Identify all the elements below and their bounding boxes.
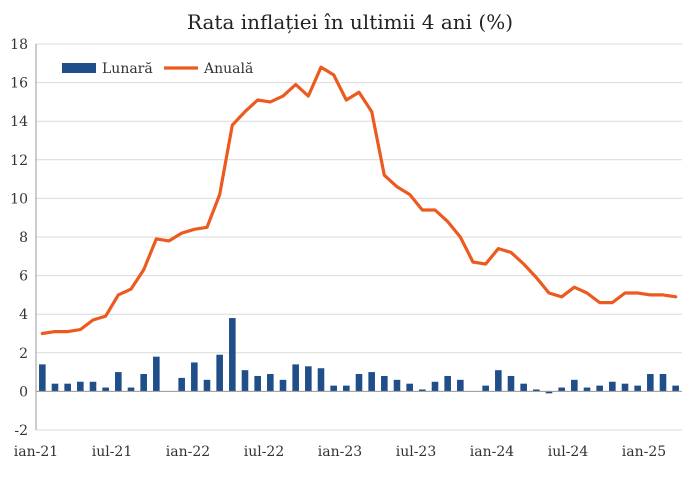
- axes: -2 0 2 4 6 8 10 12 14 16 18 ian-21 iul-21 ian-22 iul-2…: [10, 37, 682, 460]
- bar-lunara: [241, 370, 249, 392]
- line-anuala: [40, 65, 678, 336]
- bar-lunara: [393, 379, 401, 392]
- bar-lunara: [634, 385, 641, 392]
- annual-line: [40, 65, 678, 336]
- chart-title: Rata inflației în ultimii 4 ani (%): [186, 10, 514, 34]
- bar-lunara: [330, 385, 337, 392]
- legend-label-lunara: Lunară: [102, 61, 153, 77]
- y-tick-label: 18: [10, 37, 28, 53]
- bar-lunara: [507, 375, 515, 392]
- y-tick-label: 8: [19, 230, 28, 246]
- monthly-bars: [39, 318, 679, 394]
- bar-lunara: [77, 381, 84, 392]
- bar-lunara: [140, 374, 147, 392]
- bar-lunara: [368, 372, 375, 392]
- bar-lunara: [482, 385, 489, 392]
- bar-lunara: [621, 383, 629, 392]
- x-tick-label: ian-25: [622, 444, 666, 460]
- x-tick-label: ian-21: [14, 444, 58, 460]
- bar-lunara: [64, 383, 71, 392]
- bar-lunara: [51, 383, 59, 392]
- legend-label-anuala: Anuală: [203, 61, 253, 77]
- bar-lunara: [216, 354, 223, 392]
- bar-lunara: [279, 379, 287, 392]
- bar-lunara: [520, 383, 527, 392]
- x-tick-label: iul-23: [396, 444, 437, 460]
- bar-lunara: [533, 389, 540, 392]
- y-tick-label: 14: [10, 114, 28, 130]
- x-tick-label: ian-22: [166, 444, 210, 460]
- bar-lunara: [89, 381, 97, 392]
- bar-lunara: [659, 374, 667, 392]
- bar-lunara: [431, 381, 439, 392]
- bar-lunara: [457, 379, 464, 392]
- bar-lunara: [178, 377, 185, 392]
- x-tick-label: ian-24: [470, 444, 514, 460]
- y-tick-label: -2: [14, 423, 28, 439]
- bar-lunara: [153, 356, 160, 392]
- bar-lunara: [596, 385, 603, 392]
- x-tick-label: iul-22: [244, 444, 285, 460]
- bar-lunara: [545, 391, 553, 394]
- bar-lunara: [292, 364, 299, 392]
- y-tick-label: 6: [19, 269, 28, 285]
- bar-lunara: [229, 318, 236, 392]
- legend-swatch-lunara: [62, 63, 96, 73]
- y-tick-label: 0: [19, 384, 28, 400]
- bar-lunara: [267, 374, 274, 392]
- y-tick-label: 16: [10, 76, 28, 92]
- bar-lunara: [317, 368, 325, 392]
- bar-lunara: [127, 387, 135, 392]
- bar-lunara: [571, 379, 578, 392]
- bar-lunara: [115, 372, 122, 392]
- bar-lunara: [343, 385, 350, 392]
- bar-lunara: [444, 375, 451, 392]
- legend: Lunară Anuală: [62, 61, 253, 77]
- y-tick-label: 12: [10, 153, 28, 169]
- bar-lunara: [203, 379, 211, 392]
- x-tick-label: ian-23: [318, 444, 362, 460]
- bar-lunara: [558, 387, 565, 392]
- bar-lunara: [406, 383, 413, 392]
- bar-lunara: [102, 387, 109, 392]
- gridlines: [36, 43, 682, 431]
- bar-lunara: [254, 375, 261, 392]
- y-tick-label: 10: [10, 191, 28, 207]
- x-tick-label: iul-24: [548, 444, 589, 460]
- bar-lunara: [39, 364, 46, 392]
- bar-lunara: [495, 370, 502, 392]
- y-tick-label: 4: [19, 307, 28, 323]
- bar-lunara: [672, 385, 679, 392]
- bar-lunara: [381, 375, 388, 392]
- bar-lunara: [647, 374, 654, 392]
- bar-lunara: [583, 387, 591, 392]
- y-tick-label: 2: [19, 346, 28, 362]
- x-tick-label: iul-21: [92, 444, 133, 460]
- bar-lunara: [609, 381, 616, 392]
- bar-lunara: [419, 389, 426, 392]
- bar-lunara: [191, 362, 198, 392]
- bar-lunara: [355, 374, 363, 392]
- bar-lunara: [305, 366, 312, 392]
